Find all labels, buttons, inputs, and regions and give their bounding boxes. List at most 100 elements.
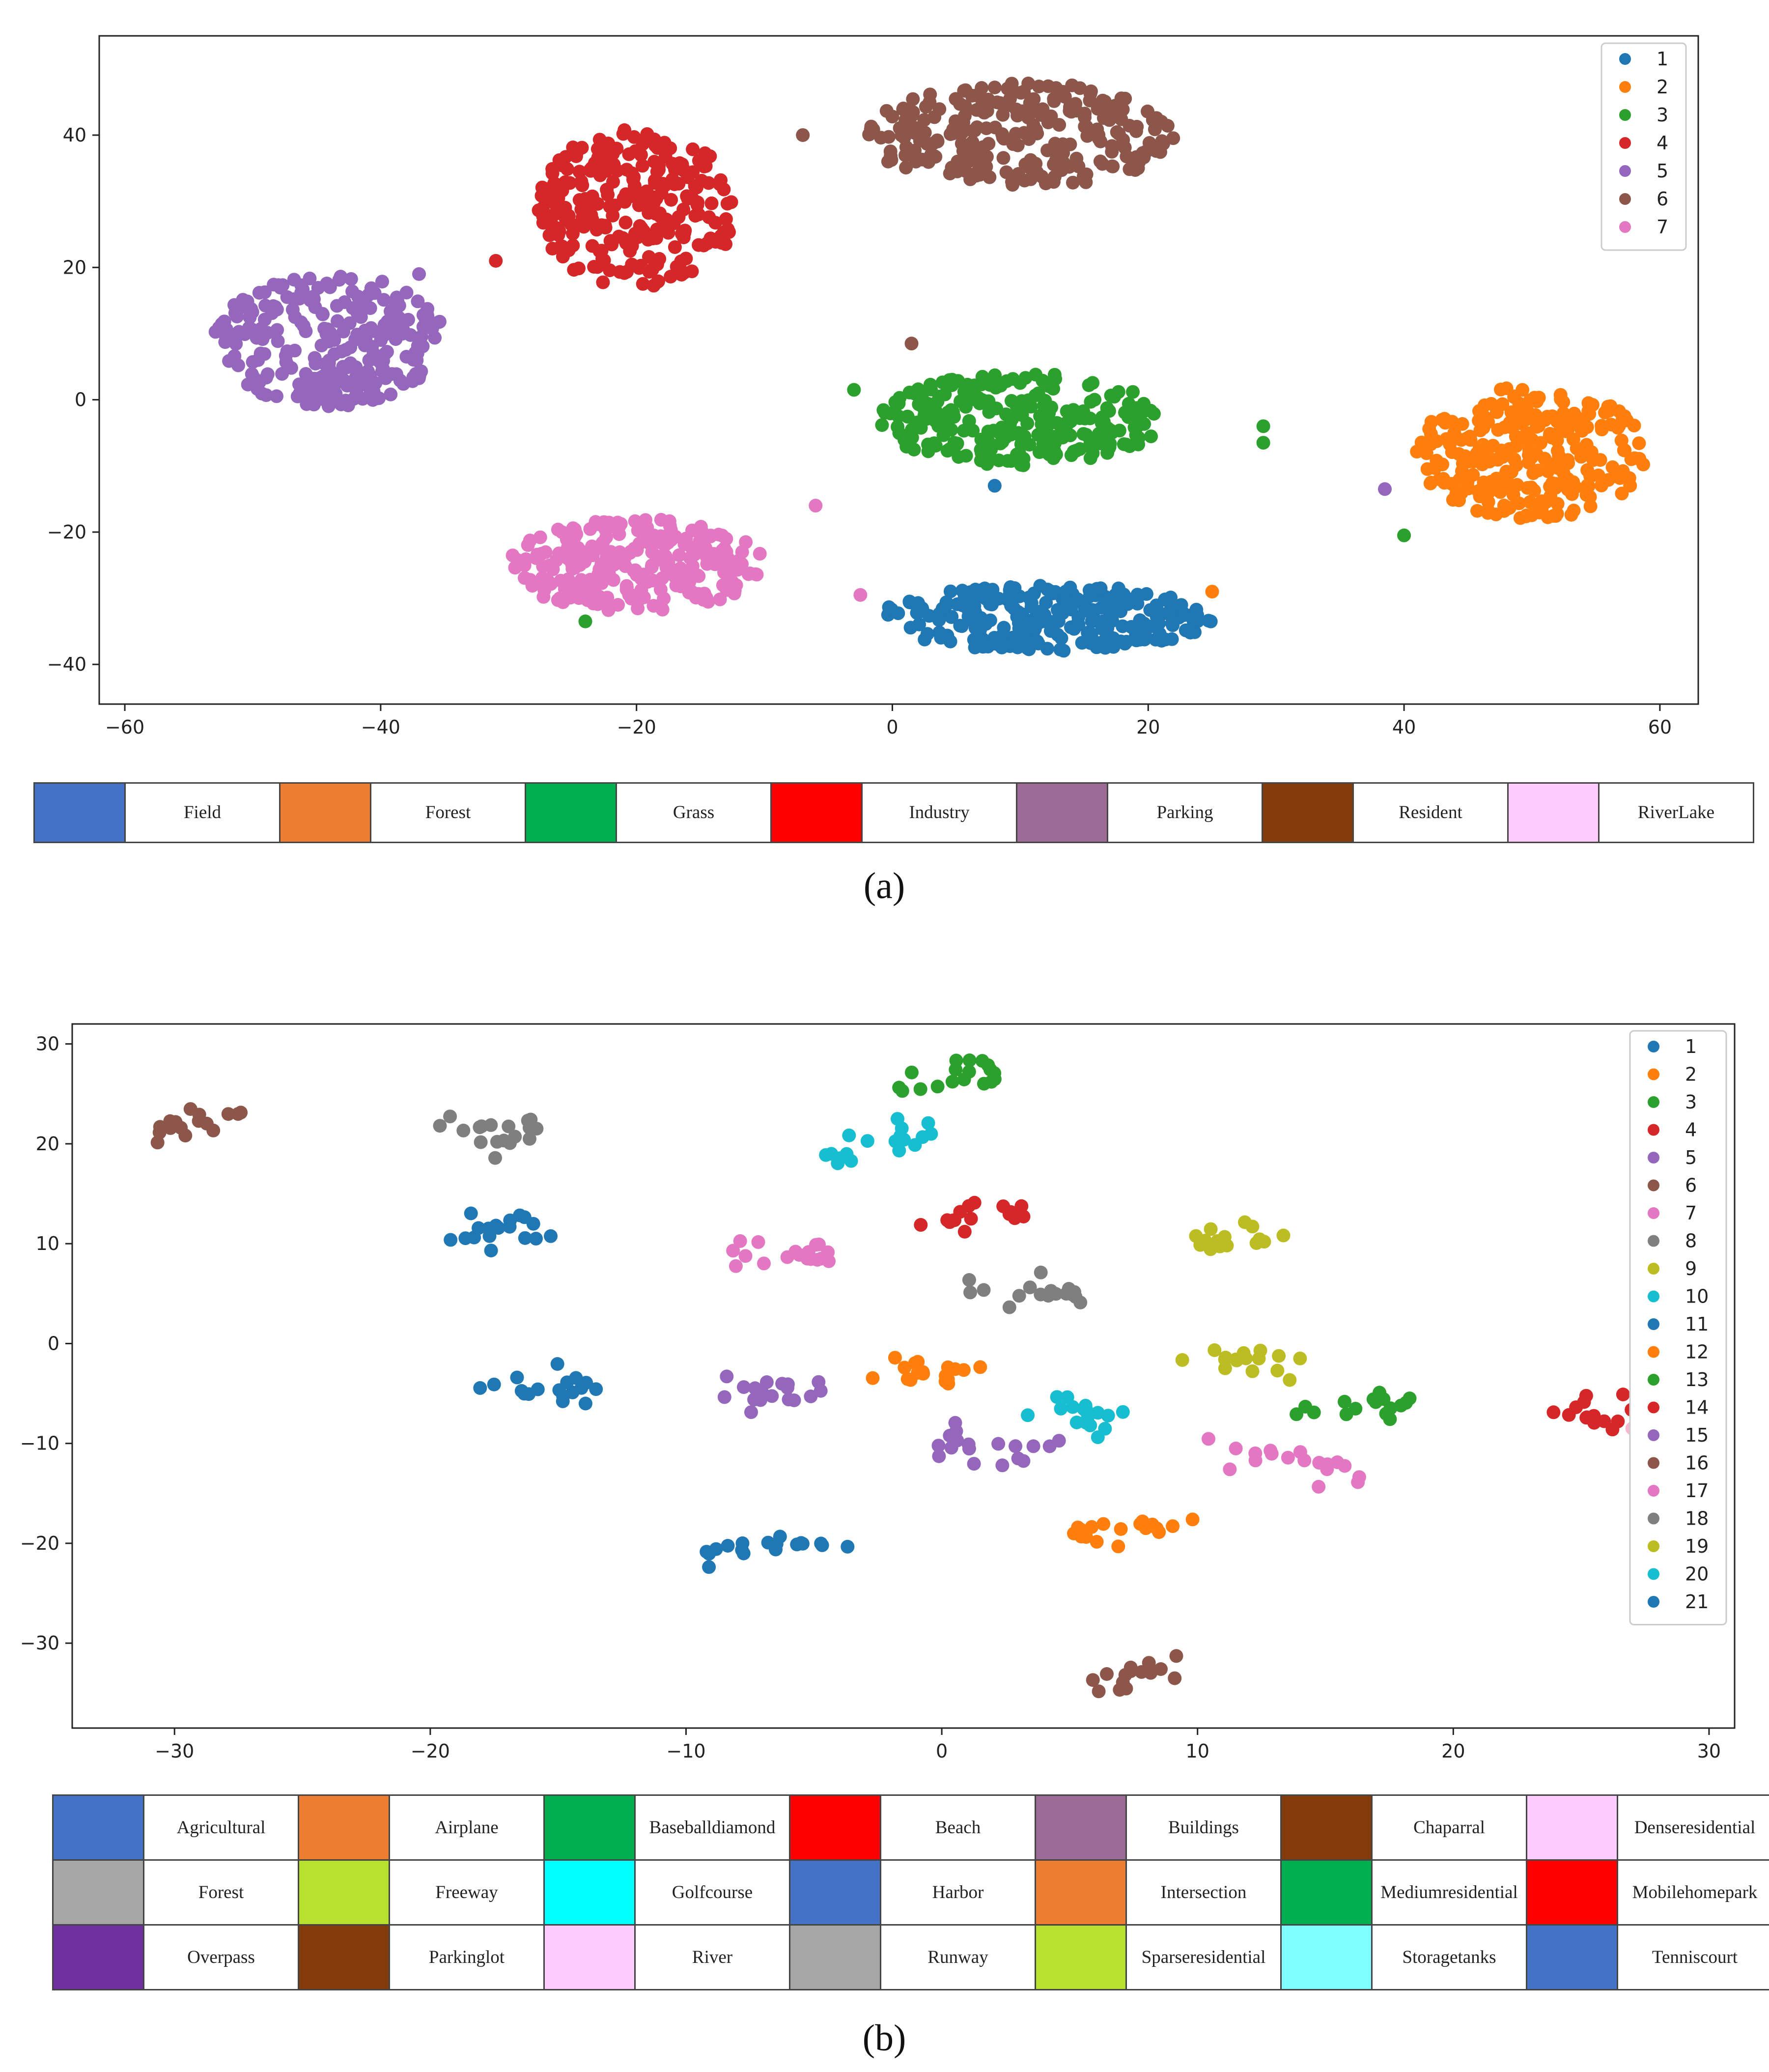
- class-label: Grass: [616, 782, 772, 843]
- point-c5: [376, 354, 390, 368]
- class-swatch: [1280, 1794, 1373, 1861]
- point-c6: [221, 1107, 235, 1121]
- x-tick-label: 60: [1648, 716, 1672, 738]
- point-c6: [949, 92, 963, 106]
- y-axis: −40 −20 0 20 40: [47, 124, 99, 675]
- point-c1: [976, 640, 990, 654]
- point-c2: [1507, 389, 1521, 403]
- class-label: Airplane: [389, 1794, 545, 1861]
- point-c7: [702, 554, 716, 568]
- point-c1: [1113, 590, 1127, 604]
- point-c2: [1532, 391, 1546, 405]
- point-c4: [661, 226, 675, 240]
- point-c19: [1252, 1351, 1266, 1365]
- point-c5: [243, 310, 257, 324]
- point-c6: [920, 137, 934, 151]
- point-c14: [1616, 1388, 1630, 1401]
- point-c8: [1034, 1265, 1048, 1279]
- point-c6: [1003, 92, 1017, 106]
- point-c6: [897, 101, 910, 115]
- point-c8: [1012, 1289, 1026, 1303]
- point-c4: [598, 221, 613, 235]
- point-c1: [1152, 616, 1166, 630]
- point-c5: [396, 316, 410, 330]
- point-c3: [1012, 446, 1026, 460]
- point-c3: [1126, 385, 1140, 399]
- point-c2: [1550, 507, 1564, 521]
- point-outlier: [904, 337, 919, 351]
- point-c15: [944, 1441, 958, 1455]
- point-c19: [1272, 1349, 1286, 1363]
- point-c2: [898, 1361, 912, 1375]
- class-label: Buildings: [1125, 1794, 1282, 1861]
- point-c6: [206, 1123, 221, 1137]
- point-c5: [412, 369, 426, 383]
- point-c6: [1077, 169, 1091, 183]
- point-c4: [648, 207, 663, 221]
- point-c5: [399, 285, 414, 300]
- point-c4: [702, 210, 716, 225]
- point-c3: [981, 1058, 995, 1072]
- class-label: Forest: [143, 1859, 299, 1926]
- point-c4: [574, 202, 589, 216]
- point-c1: [1106, 636, 1120, 650]
- legend-marker: [1619, 109, 1631, 121]
- point-c19: [1175, 1353, 1189, 1367]
- point-c2: [916, 1366, 930, 1381]
- point-c2: [1495, 397, 1510, 411]
- point-c12: [1135, 1514, 1150, 1529]
- point-c4: [536, 216, 550, 230]
- point-c3: [949, 1063, 963, 1077]
- point-c4: [957, 1224, 972, 1239]
- point-c6: [153, 1120, 167, 1134]
- point-c11: [514, 1384, 529, 1398]
- legend-label: 5: [1685, 1147, 1697, 1168]
- class-label: Sparseresidential: [1125, 1924, 1282, 1990]
- point-c15: [932, 1449, 946, 1463]
- point-c3: [1020, 416, 1035, 430]
- point-c7: [653, 532, 668, 546]
- point-c2: [908, 1356, 922, 1370]
- point-c3: [1144, 429, 1158, 444]
- point-c2: [1561, 453, 1575, 467]
- point-c5: [392, 299, 406, 312]
- point-c7: [689, 591, 703, 605]
- legend-box: [1629, 1030, 1727, 1625]
- point-c15: [949, 1424, 963, 1438]
- point-c8: [1049, 1287, 1063, 1301]
- point-c12: [1090, 1534, 1104, 1549]
- point-c1: [1053, 643, 1067, 656]
- class-swatch: [1035, 1924, 1127, 1990]
- point-c8: [977, 1283, 991, 1297]
- point-c5: [299, 324, 313, 339]
- cluster-3: [875, 368, 1161, 472]
- point-c7: [704, 528, 718, 542]
- point-c4: [635, 159, 649, 173]
- point-c4: [646, 197, 661, 211]
- point-c4: [703, 149, 717, 163]
- class-label: Baseballdiamond: [634, 1794, 790, 1861]
- point-c5: [341, 398, 355, 413]
- point-outlier: [578, 614, 592, 628]
- legend-marker: [1648, 1568, 1659, 1580]
- point-c5: [411, 294, 425, 309]
- point-c7: [569, 527, 584, 541]
- cluster-2: [1410, 381, 1650, 525]
- point-c6: [1095, 93, 1110, 108]
- point-c4: [940, 1213, 955, 1227]
- class-swatch: [298, 1794, 390, 1861]
- y-tick-label: 30: [36, 1033, 59, 1055]
- point-c1: [988, 633, 1003, 647]
- legend-label: 10: [1685, 1286, 1709, 1307]
- point-c4: [572, 261, 586, 276]
- point-c8: [963, 1285, 977, 1300]
- point-c2: [1518, 404, 1532, 418]
- point-outlier: [809, 499, 823, 513]
- point-c1: [1137, 616, 1151, 630]
- class-swatch: [1280, 1859, 1373, 1926]
- point-c3: [962, 1053, 977, 1067]
- class-label: Industry: [861, 782, 1017, 843]
- point-c2: [1532, 506, 1546, 520]
- point-c15: [991, 1437, 1006, 1451]
- point-c4: [622, 147, 636, 161]
